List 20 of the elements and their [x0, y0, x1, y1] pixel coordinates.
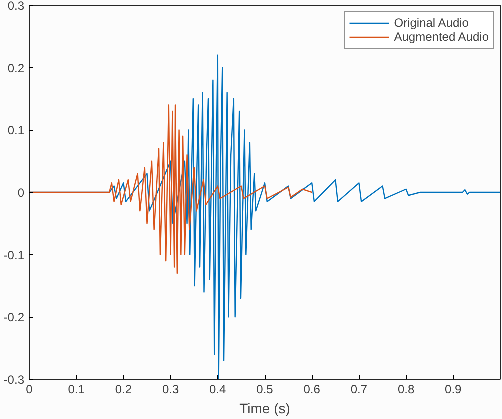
x-tick-label: 0.1: [68, 382, 86, 396]
y-tick-label: 0.1: [8, 124, 25, 138]
x-tick-label: 0.8: [398, 382, 415, 396]
x-tick-label: 0: [26, 382, 34, 396]
y-tick-label: -0.3: [4, 373, 25, 387]
x-axis-title: Time (s): [240, 400, 290, 416]
x-tick-label: 0.7: [350, 382, 368, 396]
y-tick-label: 0: [18, 186, 25, 200]
x-tick-label: 0.9: [445, 382, 462, 396]
legend-label: Original Audio: [394, 16, 469, 30]
y-tick-label: 0.3: [8, 0, 25, 13]
y-tick-label: -0.1: [4, 248, 25, 262]
x-tick-label: 0.3: [162, 382, 180, 396]
x-tick-label: 0.2: [115, 382, 132, 396]
y-tick-label: 0.2: [8, 61, 25, 76]
x-tick-label: 0.6: [304, 382, 321, 396]
y-tick-label: -0.2: [4, 310, 25, 325]
x-tick-label: 0.4: [210, 382, 227, 396]
x-tick-label: 0.5: [256, 382, 274, 396]
legend-label: Augmented Audio: [394, 30, 489, 44]
